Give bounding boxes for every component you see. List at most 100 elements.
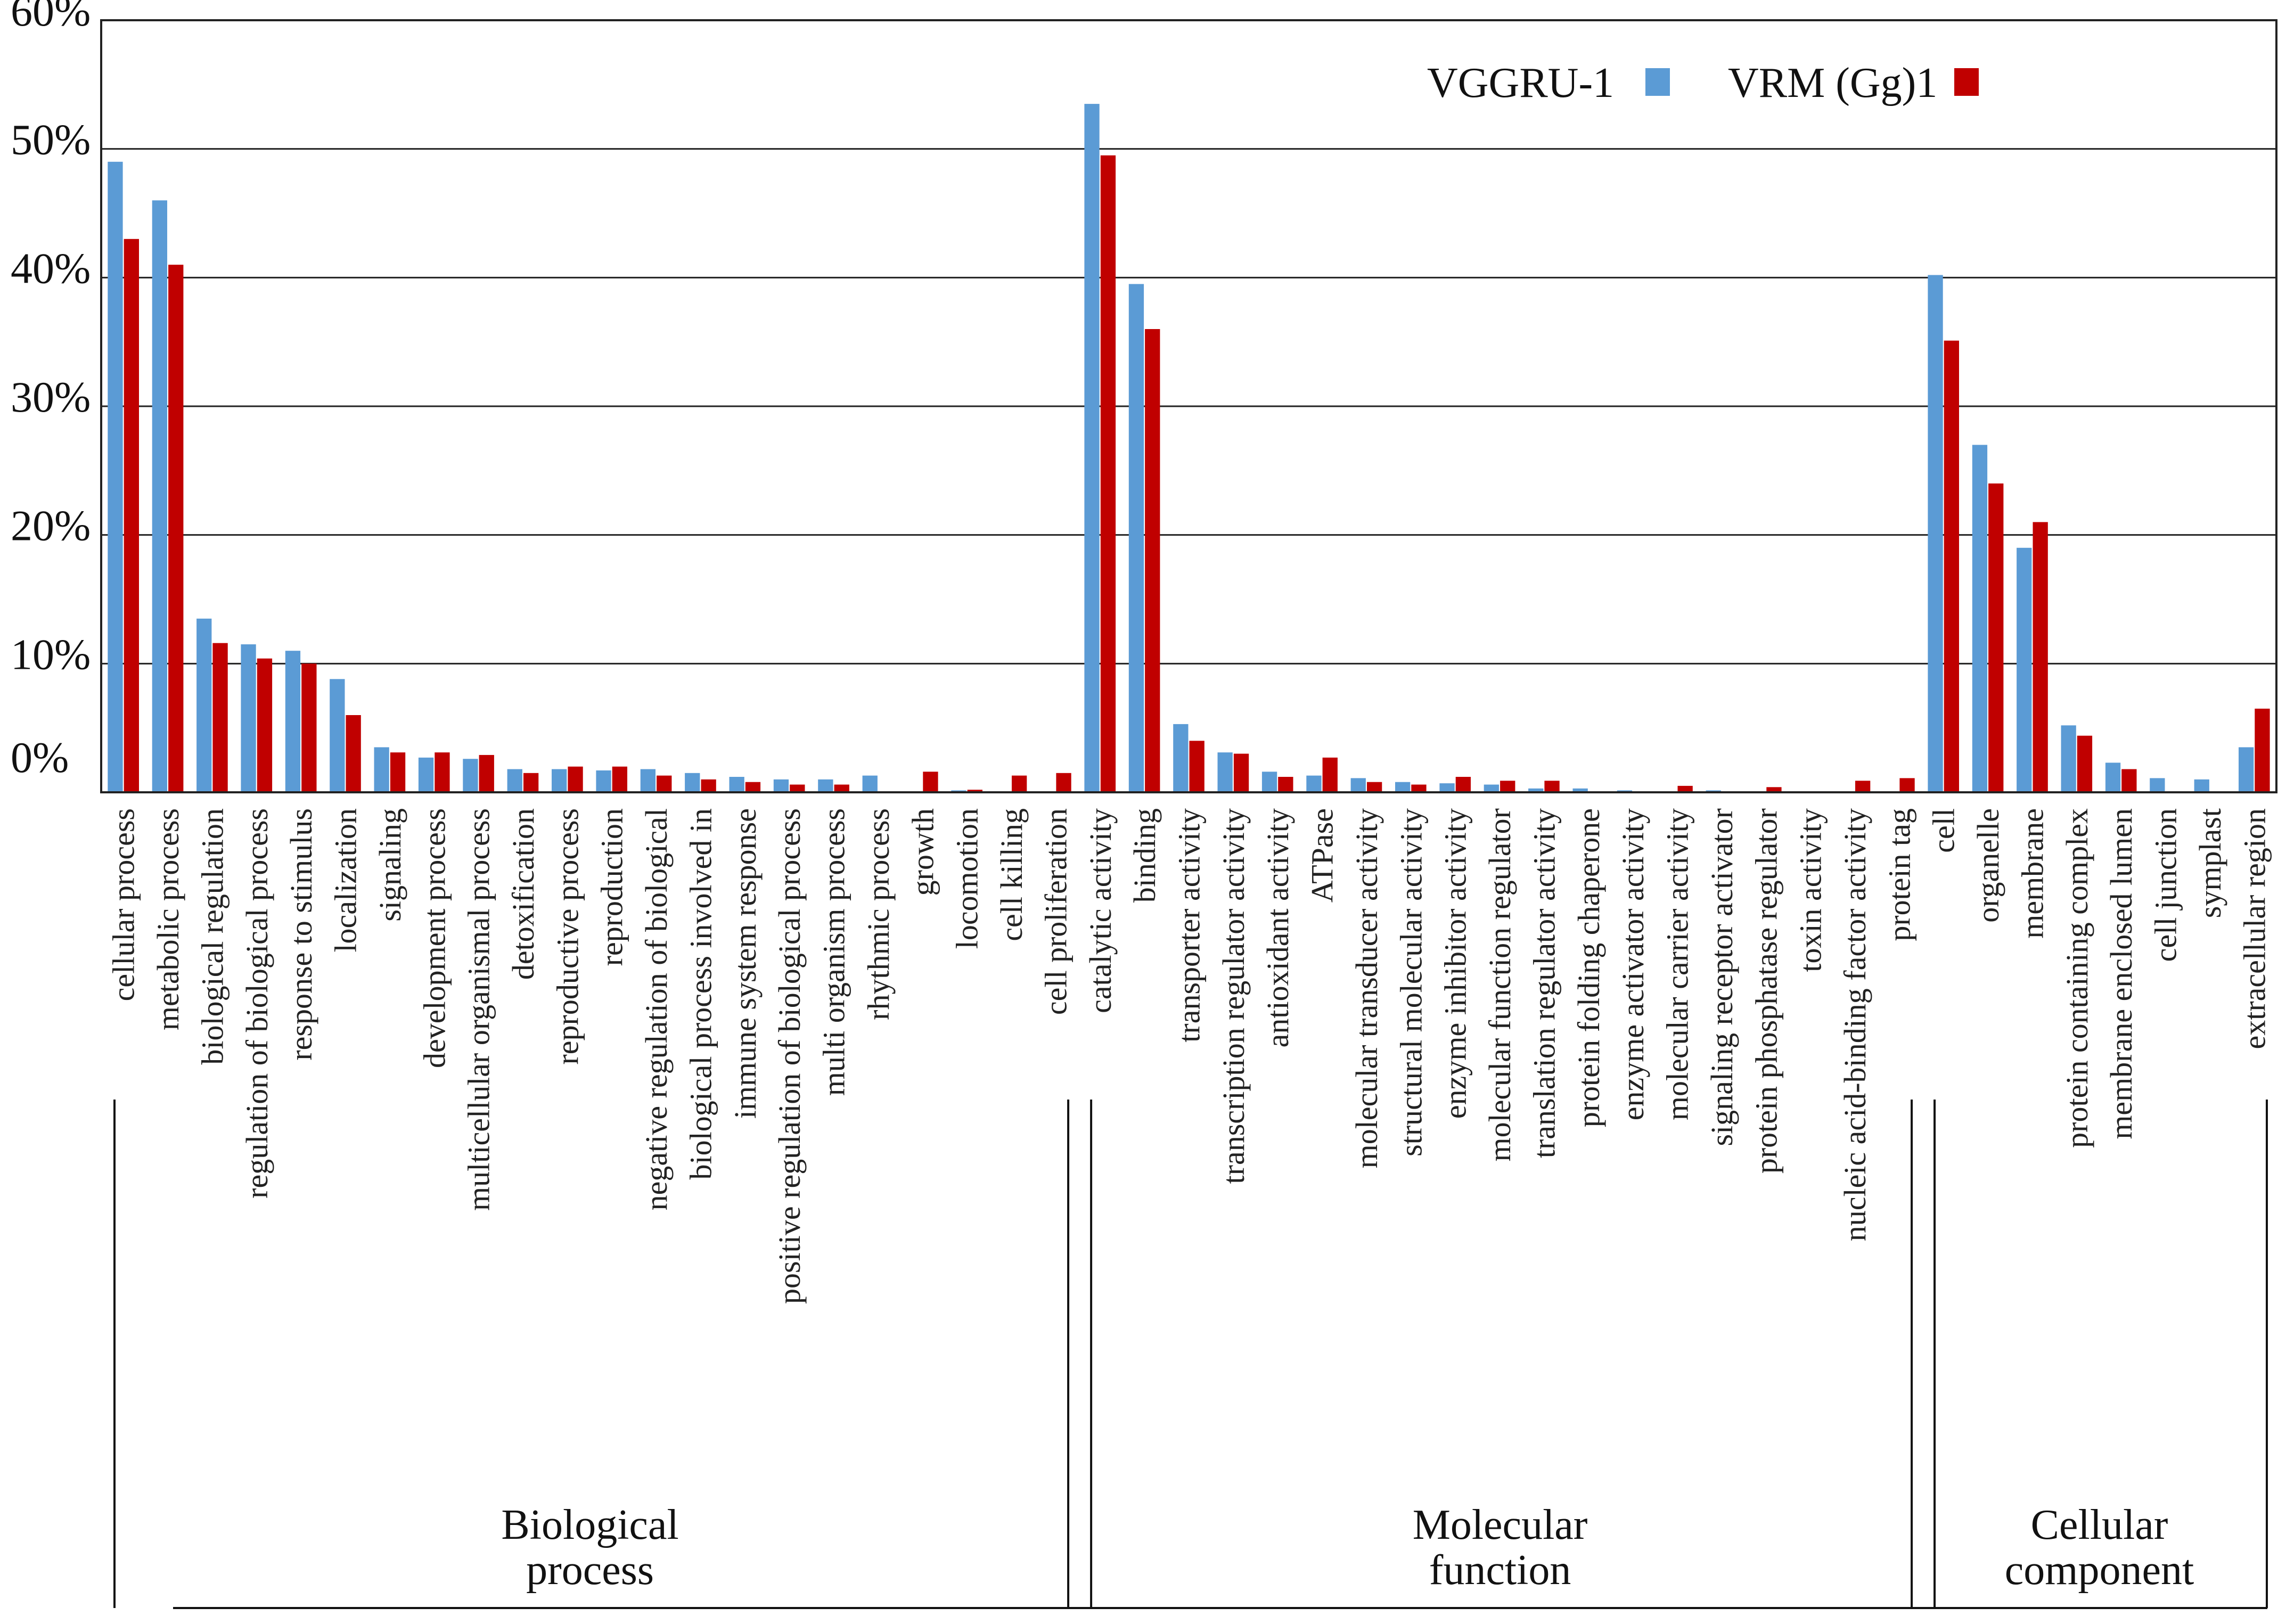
bar-vggru-1-rhythmic-process (862, 775, 878, 792)
bar-vrm-gg-1-locomotion (967, 790, 982, 792)
bar-vggru-1-reproduction (596, 770, 611, 792)
legend-label-vggru-1: VGGRU-1 (1427, 60, 1614, 106)
bar-vrm-gg-1-translation-regulator-activity (1544, 781, 1560, 793)
x-tick-label-protein-containing-complex: protein containing complex (2060, 808, 2094, 1148)
bar-vrm-gg-1-nucleic-acid-binding-factor-activity (1855, 781, 1871, 793)
bar-vrm-gg-1-atpase (1322, 757, 1338, 793)
x-tick-label-transcription-regulator-activity: transcription regulator activity (1216, 808, 1251, 1184)
bar-vggru-1-multicellular-organismal-process (463, 759, 478, 792)
bar-vrm-gg-1-transcription-regulator-activity (1233, 753, 1249, 792)
x-tick-label-antioxidant-activity: antioxidant activity (1260, 808, 1295, 1047)
x-tick-label-metabolic-process: metabolic process (151, 808, 185, 1030)
x-tick-label-molecular-transducer-activity: molecular transducer activity (1349, 808, 1384, 1168)
x-tick-label-extracellular-region: extracellular region (2237, 808, 2272, 1049)
bar-vggru-1-antioxidant-activity (1261, 772, 1277, 792)
bar-vggru-1-protein-containing-complex (2061, 725, 2076, 792)
bar-vrm-gg-1-organelle (1988, 483, 2004, 792)
x-tick-label-signaling-receptor-activator: signaling receptor activator (1705, 808, 1739, 1146)
bar-vrm-gg-1-membrane (2033, 522, 2048, 792)
bar-vggru-1-structural-molecular-activity (1395, 782, 1411, 792)
bar-vrm-gg-1-catalytic-activity (1100, 155, 1116, 793)
group-label-function: function (1429, 1547, 1571, 1594)
bar-vggru-1-cell-junction (2150, 778, 2165, 792)
bar-vrm-gg-1-antioxidant-activity (1278, 777, 1293, 792)
bar-vggru-1-cell (1928, 275, 1943, 792)
x-tick-label-rhythmic-process: rhythmic process (861, 808, 896, 1020)
bar-vrm-gg-1-protein-tag (1899, 778, 1915, 792)
x-tick-label-catalytic-activity: catalytic activity (1083, 808, 1118, 1013)
gridlines (101, 148, 2276, 665)
bar-vrm-gg-1-regulation-of-biological-process (257, 658, 273, 792)
bar-vggru-1-membrane-enclosed-lumen (2105, 762, 2121, 792)
x-tick-label-membrane: membrane (2015, 808, 2050, 939)
bar-vrm-gg-1-cellular-process (124, 239, 139, 792)
bar-vggru-1-cellular-process (108, 161, 123, 792)
legend: VGGRU-1 VRM (Gg)1 (1427, 60, 1979, 106)
x-tick-label-atpase: ATPase (1305, 808, 1340, 903)
x-tick-label-multicellular-organismal-process: multicellular organismal process (462, 808, 496, 1211)
bar-vrm-gg-1-reproduction (612, 766, 627, 792)
bar-vrm-gg-1-response-to-stimulus (301, 663, 317, 792)
x-tick-label-reproduction: reproduction (595, 808, 629, 966)
bar-vrm-gg-1-biological-process-involved-in (701, 779, 716, 792)
x-tick-label-translation-regulator-activity: translation regulator activity (1527, 808, 1561, 1158)
bar-vggru-1-atpase (1306, 775, 1322, 792)
bar-vggru-1-transporter-activity (1173, 724, 1189, 792)
group-label-biological: Biological (501, 1502, 678, 1548)
bar-vggru-1-transcription-regulator-activity (1217, 752, 1233, 792)
bar-vggru-1-negative-regulation-of-biological (640, 769, 656, 792)
x-tick-label-localization: localization (329, 808, 363, 953)
x-tick-label-molecular-carrier-activity: molecular carrier activity (1660, 808, 1695, 1120)
bar-vrm-gg-1-cell-killing (1012, 775, 1027, 792)
bar-vrm-gg-1-multicellular-organismal-process (479, 754, 494, 792)
bar-vrm-gg-1-biological-regulation (212, 643, 228, 792)
x-tick-label-positive-regulation-of-biological-process: positive regulation of biological proces… (772, 808, 807, 1304)
bar-vrm-gg-1-metabolic-process (168, 265, 184, 792)
bar-vrm-gg-1-immune-system-response (745, 782, 761, 792)
bar-vrm-gg-1-development-process (435, 752, 450, 792)
bar-vggru-1-signaling (374, 747, 389, 792)
y-tick-label: 50% (11, 116, 91, 164)
x-tick-label-cell-junction: cell junction (2149, 808, 2183, 962)
bar-vrm-gg-1-transporter-activity (1189, 741, 1205, 792)
x-tick-label-detoxification: detoxification (506, 808, 540, 980)
group-label-component: component (2005, 1547, 2194, 1594)
x-tick-label-toxin-activity: toxin activity (1793, 808, 1828, 972)
bar-vggru-1-symplast (2194, 779, 2209, 792)
bar-vrm-gg-1-binding (1145, 329, 1160, 792)
bar-vrm-gg-1-multi-organism-process (834, 784, 849, 792)
bar-vrm-gg-1-enzyme-inhibitor-activity (1455, 777, 1471, 792)
x-tick-label-protein-tag: protein tag (1882, 808, 1916, 941)
x-tick-label-growth: growth (905, 808, 940, 896)
x-tick-label-development-process: development process (417, 808, 452, 1068)
bar-vrm-gg-1-signaling (390, 752, 406, 792)
x-tick-label-regulation-of-biological-process: regulation of biological process (240, 808, 274, 1199)
x-tick-label-cell-proliferation: cell proliferation (1038, 808, 1073, 1015)
bar-vggru-1-regulation-of-biological-process (241, 644, 256, 792)
bar-vrm-gg-1-molecular-transducer-activity (1367, 782, 1382, 792)
bar-vggru-1-immune-system-response (729, 777, 744, 792)
bar-vrm-gg-1-protein-phosphatase-regulator (1766, 787, 1782, 792)
bar-vrm-gg-1-membrane-enclosed-lumen (2121, 769, 2137, 792)
bar-vrm-gg-1-cell-proliferation (1056, 773, 1071, 793)
bar-vrm-gg-1-negative-regulation-of-biological (657, 775, 672, 792)
bar-vggru-1-reproductive-process (552, 769, 567, 792)
y-tick-label: 0% (11, 733, 69, 782)
bars (108, 104, 2270, 793)
bar-vggru-1-molecular-transducer-activity (1350, 778, 1366, 792)
bar-vggru-1-biological-regulation (196, 618, 212, 793)
x-tick-label-reproductive-process: reproductive process (550, 808, 585, 1065)
x-tick-label-locomotion: locomotion (950, 808, 985, 949)
plot-frame (100, 19, 2277, 793)
x-tick-label-membrane-enclosed-lumen: membrane enclosed lumen (2104, 808, 2138, 1139)
x-tick-label-protein-phosphatase-regulator: protein phosphatase regulator (1749, 808, 1783, 1174)
bar-vggru-1-protein-folding-chaperone (1572, 788, 1588, 793)
x-axis-category-labels: cellular process metabolic process biologi… (106, 808, 2272, 1304)
bar-vrm-gg-1-molecular-carrier-activity (1677, 785, 1693, 792)
bar-vrm-gg-1-localization (346, 715, 361, 792)
bar-vggru-1-positive-regulation-of-biological-process (773, 779, 789, 792)
x-tick-label-protein-folding-chaperone: protein folding chaperone (1571, 808, 1606, 1127)
group-label-cellular: Cellular (2031, 1502, 2168, 1548)
